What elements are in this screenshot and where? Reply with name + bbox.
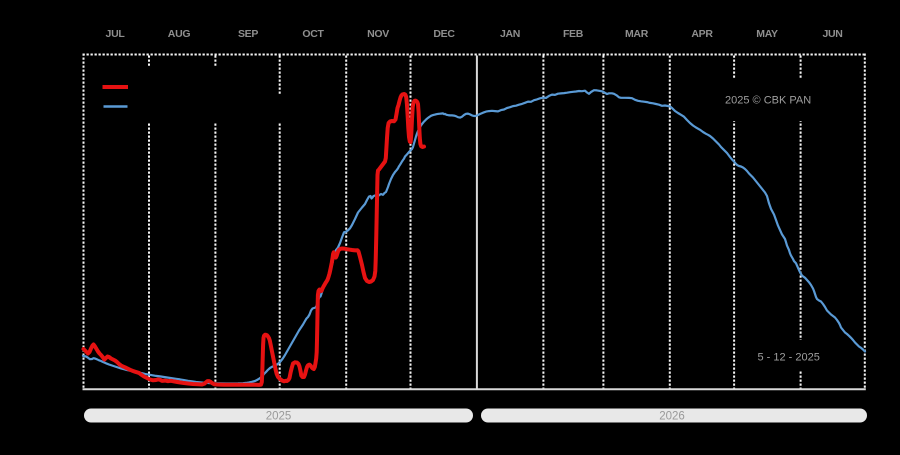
svg-text:OCT: OCT xyxy=(302,28,324,40)
svg-text:JAN: JAN xyxy=(500,28,520,40)
svg-text:MAY: MAY xyxy=(756,28,778,40)
svg-text:DEC: DEC xyxy=(433,28,455,40)
svg-text:5 - 12 - 2025: 5 - 12 - 2025 xyxy=(758,352,820,364)
svg-text:JUL: JUL xyxy=(106,28,126,40)
svg-text:NOV: NOV xyxy=(367,28,389,40)
svg-text:JUN: JUN xyxy=(822,28,842,40)
svg-text:2026: 2026 xyxy=(659,411,685,423)
svg-text:SEP: SEP xyxy=(238,28,258,40)
svg-text:AUG: AUG xyxy=(168,28,191,40)
svg-text:FEB: FEB xyxy=(563,28,584,40)
svg-text:2025: 2025 xyxy=(266,411,292,423)
svg-text:MAR: MAR xyxy=(625,28,649,40)
svg-text:APR: APR xyxy=(691,28,713,40)
svg-text:2025 © CBK PAN: 2025 © CBK PAN xyxy=(725,95,811,107)
